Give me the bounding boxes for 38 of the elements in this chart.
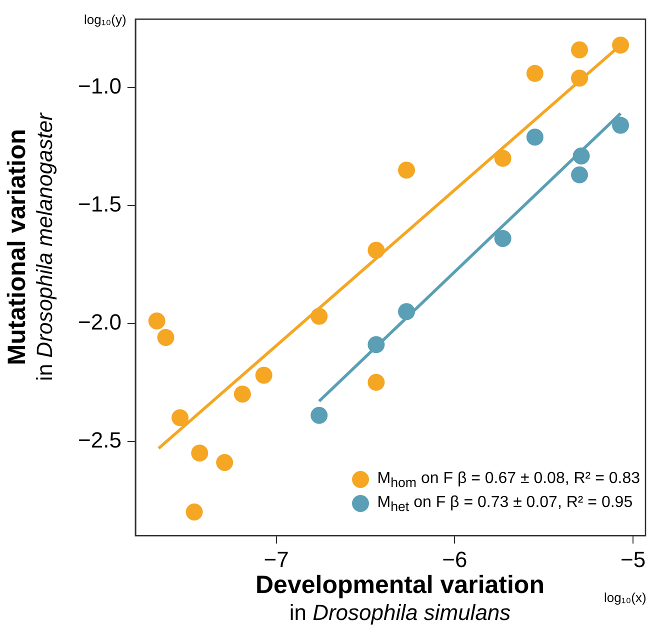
point <box>157 329 174 346</box>
legend-label: M$_{het}$ on F β = 0.73 ± 0.07, R² = 0.95 <box>377 494 633 514</box>
point <box>368 242 385 259</box>
point <box>191 444 208 462</box>
text: log₁₀(x) <box>604 590 646 605</box>
point <box>494 230 512 247</box>
point <box>368 336 385 354</box>
y-tick-label: −1.0 <box>78 74 122 99</box>
point <box>571 70 588 87</box>
point <box>612 36 630 54</box>
point <box>526 128 544 146</box>
point <box>398 303 416 320</box>
y-tick-label: −1.5 <box>78 192 122 217</box>
point <box>571 41 588 58</box>
point <box>368 374 385 391</box>
point <box>494 150 512 167</box>
point <box>234 386 251 403</box>
point <box>186 504 203 521</box>
legend-label: M$_{hom}$ on F β = 0.67 ± 0.08, R² = 0.83 <box>377 470 640 490</box>
point <box>612 116 630 134</box>
y-tick-label: −2.0 <box>78 309 122 334</box>
point <box>310 406 328 424</box>
point <box>398 162 416 179</box>
y-tick-label: −2.5 <box>78 427 122 452</box>
x-tick-label: −7 <box>264 546 289 572</box>
y-axis-title: Mutational variation in Drosophila melanogaster <box>2 112 58 383</box>
point <box>571 166 588 184</box>
point <box>172 409 189 426</box>
point <box>526 64 544 82</box>
x-tick-label: −6 <box>442 546 468 572</box>
point <box>255 366 272 384</box>
x-tick-label: −5 <box>620 546 646 572</box>
point <box>572 147 590 164</box>
text: log₁₀(y) <box>84 12 126 27</box>
point <box>148 312 166 330</box>
point <box>310 308 328 325</box>
point <box>216 454 234 472</box>
x-axis-title: Developmental variation in Drosophila simulans <box>254 571 546 626</box>
